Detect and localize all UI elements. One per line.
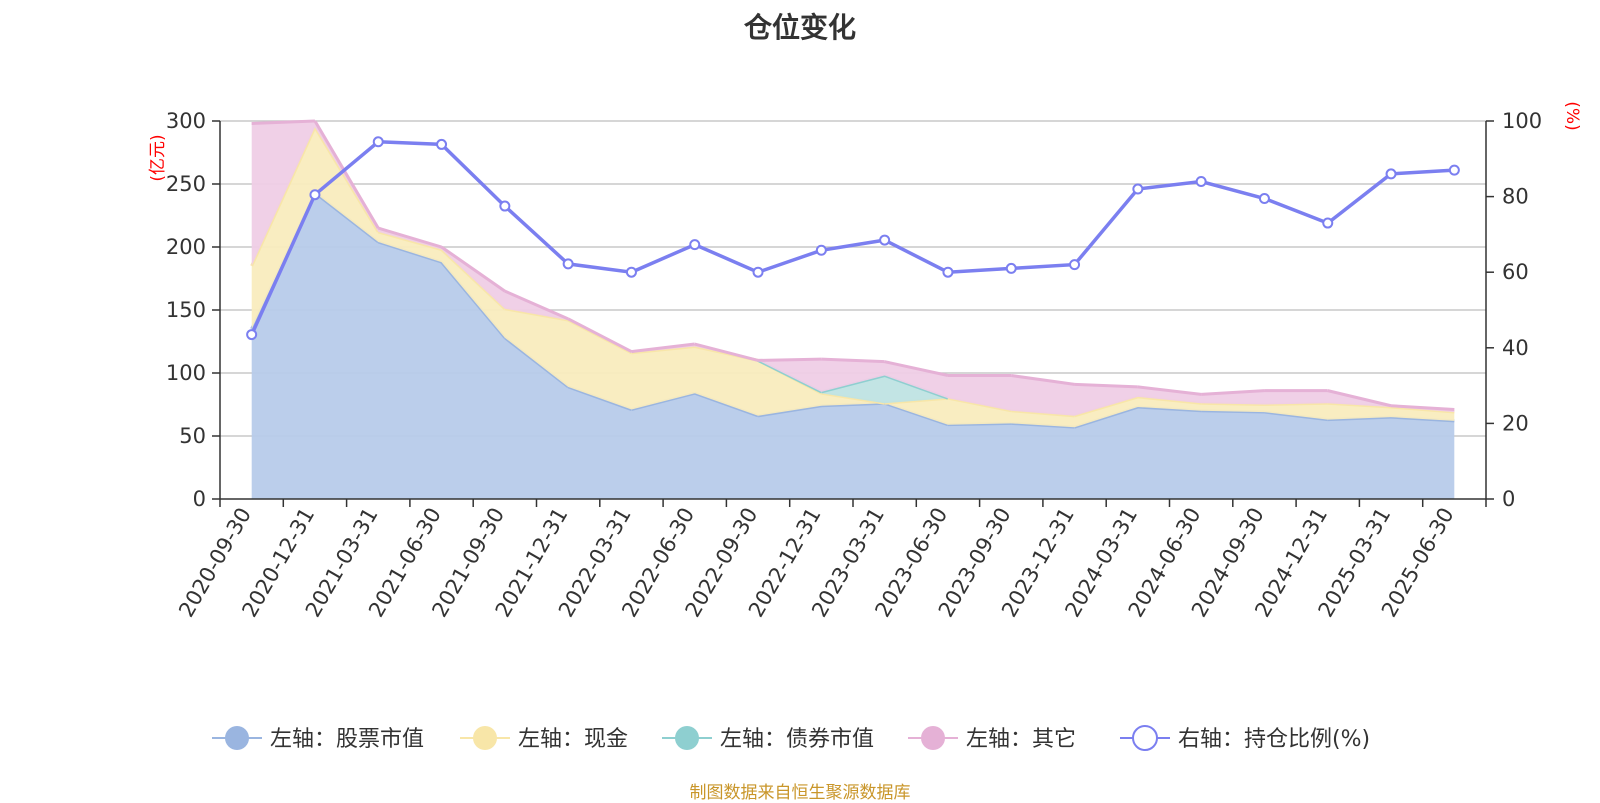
ratio-point[interactable] <box>246 329 258 341</box>
ratio-point[interactable] <box>879 234 891 246</box>
area-edge <box>1074 382 1138 389</box>
ratio-line-layer <box>246 136 1460 341</box>
legend-item[interactable]: 左轴：债券市值 <box>662 726 874 752</box>
legend-marker <box>225 726 249 750</box>
ratio-point[interactable] <box>499 200 511 212</box>
area-edge <box>1137 405 1202 413</box>
legend-marker <box>921 726 945 750</box>
left-tick-label: 100 <box>166 361 206 385</box>
ratio-point[interactable] <box>1385 168 1397 180</box>
data-source-footer: 制图数据来自恒生聚源数据库 <box>689 783 911 803</box>
area-edge <box>1390 404 1455 412</box>
legend-label: 左轴：股票市值 <box>270 727 424 752</box>
area-edge <box>1264 401 1328 406</box>
area-edge <box>631 342 695 354</box>
area-左轴：股票市值 <box>251 192 1455 500</box>
area-edge <box>1011 409 1075 418</box>
legend-label: 左轴：债券市值 <box>720 727 874 752</box>
legend-marker <box>473 726 497 750</box>
area-edge <box>440 245 506 293</box>
area-edge <box>694 342 759 362</box>
right-axis-unit: (%) <box>1562 101 1582 130</box>
ratio-point[interactable] <box>1448 164 1460 176</box>
legend-item[interactable]: 左轴：现金 <box>460 726 628 752</box>
right-tick-label: 20 <box>1502 411 1529 435</box>
area-edge <box>504 289 569 321</box>
legend-item[interactable]: 右轴：持仓比例(%) <box>1120 725 1370 752</box>
legend: 左轴：股票市值 左轴：现金 左轴：债券市值 左轴：其它 右轴：持仓比例(%) <box>212 725 1370 752</box>
area-edge <box>821 357 885 364</box>
right-tick-label: 60 <box>1502 260 1529 284</box>
area-edge <box>1074 395 1139 418</box>
right-tick-label: 100 <box>1502 109 1542 133</box>
ratio-point[interactable] <box>1132 183 1144 195</box>
area-edge <box>1201 401 1265 406</box>
ratio-point[interactable] <box>1322 217 1334 229</box>
ratio-point[interactable] <box>625 266 637 278</box>
area-edge <box>313 120 380 229</box>
ratio-point[interactable] <box>1258 192 1270 204</box>
right-tick-label: 80 <box>1502 185 1529 209</box>
stacked-areas <box>250 119 1455 500</box>
area-edge <box>758 357 822 362</box>
legend-item[interactable]: 左轴：股票市值 <box>212 726 424 752</box>
ratio-point[interactable] <box>752 266 764 278</box>
ratio-point[interactable] <box>689 239 701 251</box>
area-左轴：现金 <box>251 127 1455 428</box>
ratio-point[interactable] <box>436 138 448 150</box>
left-axis-unit: (亿元) <box>148 134 168 181</box>
legend-label: 左轴：其它 <box>966 727 1076 752</box>
legend-label: 左轴：现金 <box>518 727 628 752</box>
ratio-point[interactable] <box>309 189 321 201</box>
legend-item[interactable]: 左轴：其它 <box>908 726 1076 752</box>
ratio-point[interactable] <box>562 258 574 270</box>
ratio-point[interactable] <box>372 136 384 148</box>
area-edge <box>1201 389 1265 396</box>
right-tick-label: 40 <box>1502 336 1529 360</box>
left-tick-label: 300 <box>166 109 206 133</box>
area-edge <box>567 317 633 353</box>
legend-marker <box>675 726 699 750</box>
area-edge <box>884 360 949 377</box>
left-tick-label: 0 <box>193 487 206 511</box>
left-tick-label: 50 <box>179 424 206 448</box>
left-tick-label: 250 <box>166 172 206 196</box>
area-edge <box>1137 395 1202 405</box>
ratio-point[interactable] <box>1069 259 1081 271</box>
area-edge <box>1011 374 1075 386</box>
area-edge <box>377 226 442 249</box>
chart-title: 仓位变化 <box>743 11 856 44</box>
ratio-line <box>250 140 1455 336</box>
area-edge <box>1327 415 1392 422</box>
area-edge <box>1327 401 1392 409</box>
area-edge <box>1137 385 1202 396</box>
area-edge <box>251 119 316 126</box>
legend-marker <box>1132 725 1158 751</box>
ratio-point[interactable] <box>1005 262 1017 274</box>
area-edge <box>1074 405 1139 429</box>
area-edge <box>884 396 949 405</box>
ratio-point[interactable] <box>942 266 954 278</box>
left-tick-label: 150 <box>166 298 206 322</box>
ratio-point[interactable] <box>815 244 827 256</box>
area-edge <box>1327 389 1392 408</box>
right-tick-label: 0 <box>1502 487 1515 511</box>
left-tick-label: 200 <box>166 235 206 259</box>
ratio-point[interactable] <box>1195 175 1207 187</box>
legend-label: 右轴：持仓比例(%) <box>1178 727 1370 752</box>
